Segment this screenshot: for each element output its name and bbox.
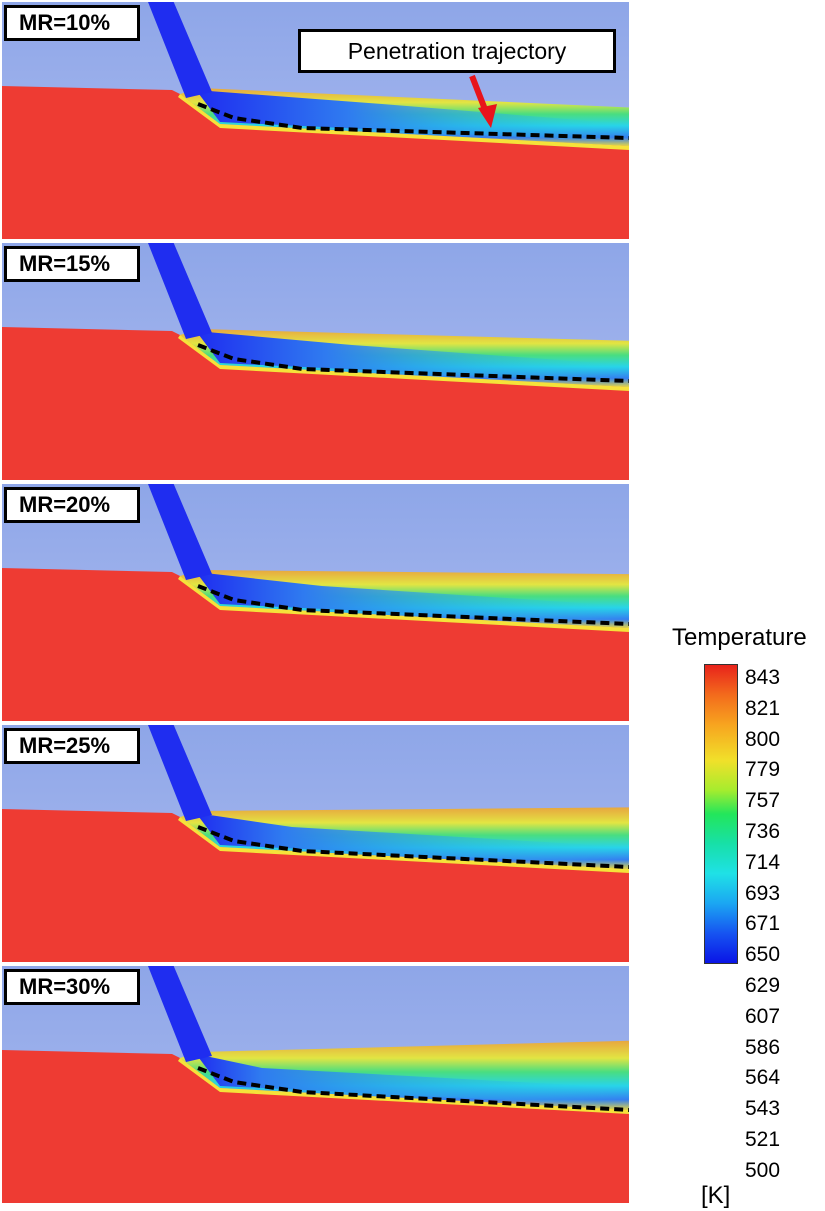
temperature-contour bbox=[2, 484, 629, 721]
colorbar-tick-label: 629 bbox=[745, 974, 781, 997]
colorbar-tick-label: 779 bbox=[745, 758, 781, 782]
colorbar-tick-label: 736 bbox=[745, 820, 781, 843]
temperature-contour bbox=[2, 243, 629, 480]
contour-panel: MR=30% bbox=[2, 966, 629, 1203]
mass-ratio-label: MR=10% bbox=[4, 5, 140, 41]
mass-ratio-label: MR=25% bbox=[4, 728, 140, 764]
colorbar-tick-label: 543 bbox=[745, 1097, 781, 1121]
mass-ratio-label: MR=15% bbox=[4, 246, 140, 282]
colorbar-unit: [K] bbox=[701, 1182, 731, 1209]
colorbar-tick-label: 693 bbox=[745, 881, 781, 905]
temperature-contour bbox=[2, 725, 629, 962]
colorbar-tick-label: 564 bbox=[745, 1066, 781, 1090]
colorbar-tick-label: 671 bbox=[745, 912, 781, 936]
colorbar-tick-label: 607 bbox=[745, 1004, 781, 1028]
colorbar-title: Temperature bbox=[672, 624, 807, 651]
temperature-colorbar bbox=[704, 664, 738, 964]
temperature-contour bbox=[2, 966, 629, 1203]
colorbar-tick-label: 521 bbox=[745, 1128, 781, 1151]
colorbar-tick-label: 800 bbox=[745, 727, 781, 751]
mass-ratio-label: MR=20% bbox=[4, 487, 140, 523]
colorbar-tick-label: 650 bbox=[745, 943, 781, 967]
penetration-trajectory-callout: Penetration trajectory bbox=[298, 29, 616, 73]
colorbar-tick-label: 843 bbox=[745, 666, 781, 689]
contour-panel: MR=25% bbox=[2, 725, 629, 962]
colorbar-tick-label: 500 bbox=[745, 1158, 781, 1182]
contour-panel: MR=20% bbox=[2, 484, 629, 721]
colorbar-tick-label: 714 bbox=[745, 850, 781, 874]
mass-ratio-label: MR=30% bbox=[4, 969, 140, 1005]
colorbar-tick-label: 586 bbox=[745, 1035, 781, 1059]
colorbar-tick-label: 821 bbox=[745, 696, 781, 720]
contour-panel: MR=15% bbox=[2, 243, 629, 480]
colorbar-tick-label: 757 bbox=[745, 789, 781, 813]
